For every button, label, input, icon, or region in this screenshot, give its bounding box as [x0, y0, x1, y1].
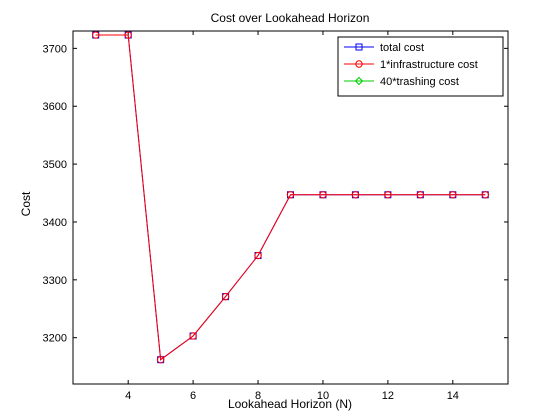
- x-tick-label: 8: [255, 390, 261, 402]
- legend-marker-1-infrastructure-cost: [355, 60, 363, 68]
- legend-label-total-cost: total cost: [380, 42, 424, 54]
- x-tick-label: 4: [125, 390, 131, 402]
- data-point-1-infrastructure-cost: [254, 251, 262, 260]
- y-tick-label: 3600: [43, 101, 67, 113]
- series-line-1-infrastructure-cost: [95, 34, 486, 361]
- data-point-1-infrastructure-cost: [124, 31, 132, 39]
- legend-marker-40-trashing-cost: [354, 76, 364, 86]
- x-tick-label: 12: [382, 390, 394, 402]
- data-point-1-infrastructure-cost: [416, 191, 425, 199]
- y-axis-label: Cost: [19, 191, 33, 216]
- data-point-1-infrastructure-cost: [221, 292, 230, 301]
- data-point-1-infrastructure-cost: [189, 332, 197, 340]
- legend-marker-total-cost: [355, 43, 363, 51]
- plot-data-group: [92, 31, 489, 364]
- x-tick-label: 14: [447, 390, 459, 402]
- y-tick-label: 3700: [43, 43, 67, 55]
- legend: total cost 1*infrastructure cost 40*trashi…: [337, 36, 504, 97]
- legend-label-1-infrastructure-cost: 1*infrastructure cost: [380, 59, 478, 71]
- data-layer: [92, 31, 489, 364]
- data-point-1-infrastructure-cost: [384, 191, 392, 199]
- data-point-1-infrastructure-cost: [319, 191, 327, 199]
- legend-label-40-trashing-cost: 40*trashing cost: [380, 76, 459, 88]
- data-point-1-infrastructure-cost: [156, 355, 165, 364]
- x-axis-label: Lookahead Horizon (N): [228, 397, 352, 411]
- y-tick-label: 3500: [43, 159, 67, 171]
- y-tick-label: 3200: [43, 333, 67, 345]
- y-tick-label: 3300: [43, 275, 67, 287]
- data-point-1-infrastructure-cost: [92, 31, 100, 39]
- data-point-1-infrastructure-cost: [449, 191, 457, 199]
- y-tick-label: 3400: [43, 217, 67, 229]
- x-tick-label: 10: [317, 390, 329, 402]
- x-tick-label: 6: [190, 390, 196, 402]
- data-point-1-infrastructure-cost: [481, 191, 489, 199]
- data-point-1-infrastructure-cost: [286, 191, 295, 199]
- data-point-1-infrastructure-cost: [351, 191, 360, 199]
- chart-title: Cost over Lookahead Horizon: [211, 11, 370, 25]
